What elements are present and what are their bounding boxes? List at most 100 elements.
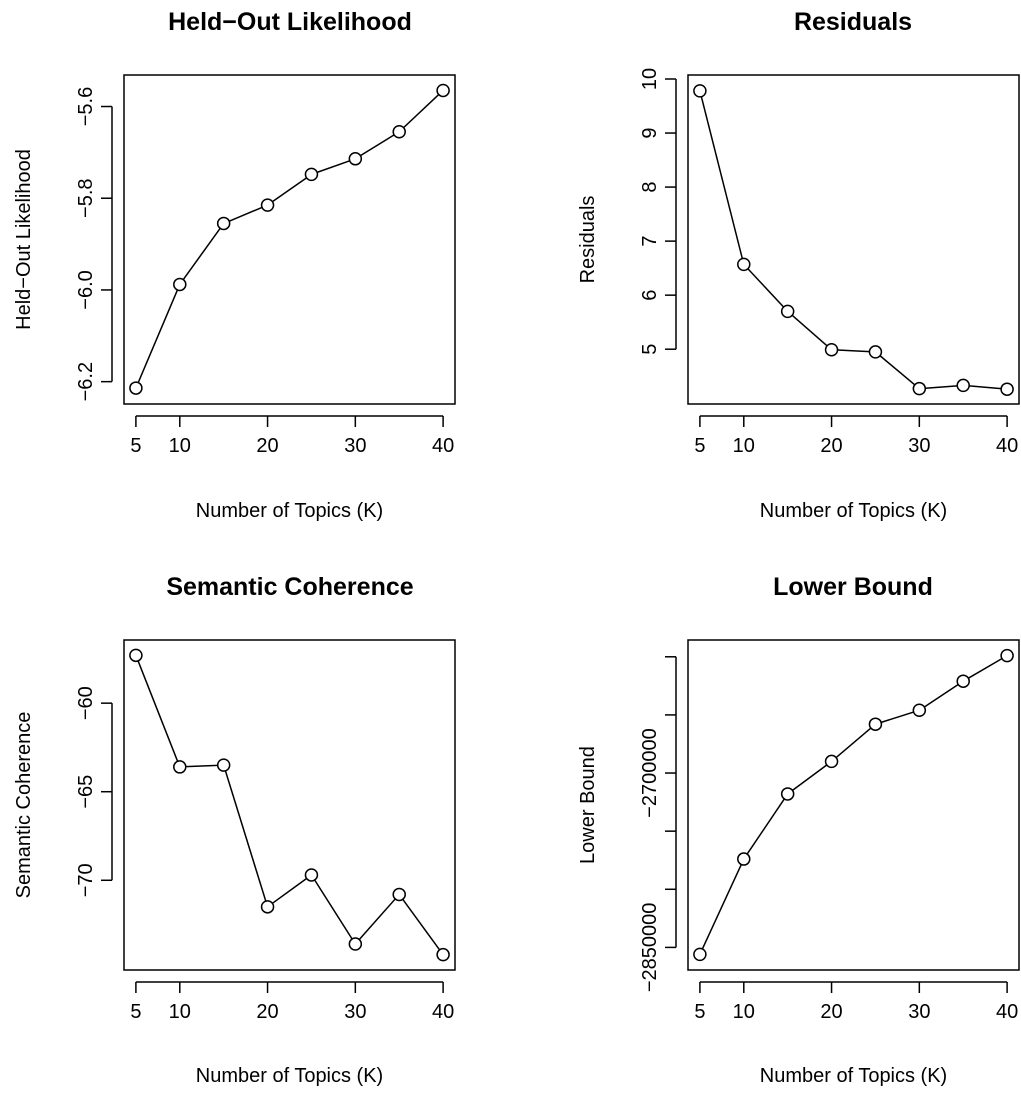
data-point	[173, 277, 187, 292]
x-tick-label: 10	[733, 1001, 755, 1023]
y-axis-label: Semantic Coherence	[13, 712, 35, 899]
data-point	[824, 754, 839, 769]
data-point	[260, 900, 275, 914]
x-axis-label: Number of Topics (K)	[760, 1065, 947, 1087]
series-segment	[316, 160, 350, 174]
data-point	[780, 787, 795, 801]
chart-panel-2: Residuals 5 10 20 30 40 5 6 7 8 9 10 Number of Topic…	[577, 8, 1020, 522]
data-point	[956, 378, 970, 393]
plot-frame	[687, 639, 1020, 971]
x-tick-label: 20	[256, 1001, 278, 1023]
y-tick-label: −2700000	[639, 728, 661, 818]
series-segment	[185, 764, 218, 768]
x-tick-label: 40	[996, 435, 1018, 457]
series-segment	[224, 770, 267, 902]
data-point	[348, 152, 363, 166]
chart-panel-4: Lower Bound 5 10 20 30 40 −2850000 −2700000 Numb…	[577, 573, 1020, 1087]
series-segment	[314, 879, 353, 940]
x-tick-label: 10	[169, 435, 191, 457]
series-segment	[879, 355, 916, 386]
series-segment	[837, 349, 870, 353]
series-segment	[137, 289, 179, 383]
series-segment	[137, 660, 179, 762]
series-segment	[791, 314, 828, 347]
data-point	[1000, 648, 1014, 663]
x-tick-label: 30	[908, 435, 930, 457]
x-tick-label: 20	[820, 1001, 842, 1023]
x-tick-label: 20	[820, 435, 842, 457]
x-tick-label: 40	[432, 1001, 454, 1023]
chart-panel-3: Semantic Coherence 5 10 20 30 40 −60 −65 −70 Numb…	[13, 573, 456, 1087]
series-segment	[358, 898, 396, 941]
data-point	[304, 167, 319, 182]
y-tick-label: −6.0	[75, 270, 97, 309]
data-point	[436, 947, 450, 962]
data-point	[737, 257, 751, 272]
data-point	[173, 760, 187, 774]
data-point	[392, 887, 406, 902]
series-segment	[182, 227, 221, 281]
series-segment	[700, 96, 744, 259]
plot-frame	[687, 74, 1020, 405]
series-segment	[272, 177, 307, 203]
data-point	[436, 83, 450, 98]
data-point	[824, 342, 839, 357]
series-segment	[360, 134, 395, 157]
x-tick-label: 30	[908, 1001, 930, 1023]
data-point	[348, 937, 363, 951]
x-axis-label: Number of Topics (K)	[196, 500, 383, 522]
x-axis-label: Number of Topics (K)	[196, 1065, 383, 1087]
y-tick-label: 5	[639, 344, 661, 355]
x-tick-label: 10	[733, 435, 755, 457]
y-axis-label: Residuals	[577, 196, 599, 284]
y-tick-label: −5.8	[75, 178, 97, 217]
series-segment	[880, 711, 914, 724]
y-tick-label: −65	[75, 775, 97, 809]
plot-frame	[123, 74, 456, 405]
y-tick-label: 10	[639, 68, 661, 90]
y-tick-label: −70	[75, 863, 97, 897]
data-point	[216, 216, 231, 231]
data-point	[868, 345, 883, 359]
y-tick-label: −60	[75, 686, 97, 720]
data-point	[780, 304, 795, 319]
series-segment	[403, 94, 440, 129]
chart-title: Lower Bound	[773, 573, 933, 601]
x-tick-label: 40	[432, 435, 454, 457]
series-segment	[925, 385, 958, 389]
y-tick-label: −6.2	[75, 362, 97, 401]
x-tick-label: 10	[169, 1001, 191, 1023]
data-point	[216, 758, 231, 772]
data-point	[260, 198, 275, 212]
series-segment	[835, 727, 872, 759]
x-tick-label: 5	[130, 435, 141, 457]
series-segment	[746, 798, 785, 855]
data-point	[868, 717, 883, 731]
x-tick-label: 20	[256, 435, 278, 457]
x-tick-label: 5	[694, 1001, 705, 1023]
data-point	[304, 868, 319, 882]
data-point	[129, 381, 143, 395]
series-segment	[402, 898, 441, 951]
data-point	[129, 648, 143, 663]
series-segment	[271, 877, 308, 904]
data-point	[912, 703, 927, 718]
chart-title: Semantic Coherence	[166, 573, 413, 601]
y-tick-label: −5.6	[75, 87, 97, 126]
series-segment	[228, 206, 263, 222]
series-segment	[923, 683, 959, 708]
x-tick-label: 30	[344, 1001, 366, 1023]
data-point	[737, 852, 751, 866]
y-axis-label: Lower Bound	[577, 746, 599, 864]
series-segment	[792, 764, 828, 791]
series-segment	[701, 864, 742, 950]
y-tick-label: −2850000	[639, 903, 661, 993]
data-point	[693, 947, 707, 962]
data-point	[956, 674, 970, 688]
data-point	[693, 84, 707, 98]
x-tick-label: 40	[996, 1001, 1018, 1023]
y-tick-label: 6	[639, 290, 661, 301]
series-segment	[969, 385, 1002, 390]
